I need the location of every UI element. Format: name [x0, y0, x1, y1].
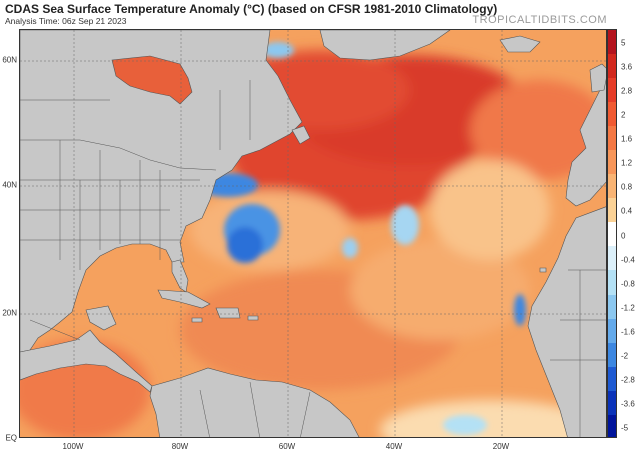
map-canvas [20, 30, 606, 437]
puerto-rico [247, 315, 259, 321]
colorbar-tick-label: 0 [621, 231, 626, 240]
colorbar [607, 29, 617, 438]
colorbar-tick-label: -5 [621, 423, 629, 433]
map-title: CDAS Sea Surface Temperature Anomaly (°C… [5, 2, 498, 16]
africa [527, 206, 606, 437]
colorbar-segment [608, 30, 616, 55]
colorbar-segment [608, 390, 616, 415]
colorbar-tick-label: 2 [621, 110, 626, 120]
colorbar-tick-label: 2.8 [621, 86, 633, 96]
colorbar-tick-label: 0.4 [621, 206, 633, 216]
lon-label-60w: 60W [278, 442, 296, 451]
colorbar-segment [608, 126, 616, 151]
lat-label-eq: EQ [5, 433, 17, 443]
colorbar-tick-label: -0.4 [621, 255, 635, 265]
hudson-bay [111, 55, 193, 105]
lon-label-20w: 20W [492, 442, 510, 451]
colorbar-tick-label: 5 [621, 38, 626, 48]
newfoundland [291, 125, 311, 145]
colorbar-segment [608, 414, 616, 437]
colorbar-segment [608, 318, 616, 343]
south-america [149, 367, 360, 437]
lon-label-80w: 80W [171, 442, 189, 451]
sst-anomaly-map [19, 29, 607, 438]
colorbar-tick-label: -3.6 [621, 399, 635, 409]
colorbar-segment [608, 246, 616, 271]
jamaica [191, 317, 203, 323]
colorbar-tick-label: -2 [621, 351, 629, 361]
colorbar-tick-label: 3.6 [621, 62, 633, 72]
colorbar-segment [608, 222, 616, 247]
colorbar-tick-label: -1.6 [621, 327, 635, 337]
lat-label-60n: 60N [2, 55, 17, 65]
colorbar-tick-label: 1.2 [621, 158, 633, 168]
yucatan [85, 305, 117, 331]
colorbar-segment [608, 366, 616, 391]
colorbar-segment [608, 270, 616, 295]
british-isles [589, 63, 606, 93]
colorbar-segment [608, 78, 616, 103]
colorbar-tick-label: 1.6 [621, 134, 633, 144]
iceland [499, 35, 541, 53]
colorbar-segment [608, 342, 616, 367]
lat-label-20n: 20N [2, 308, 17, 318]
colorbar-tick-label: -2.8 [621, 375, 635, 385]
cuba [157, 289, 211, 309]
political-borders [20, 80, 606, 437]
colorbar-segment [608, 102, 616, 127]
graticule [20, 30, 606, 437]
europe [565, 74, 606, 207]
analysis-time: Analysis Time: 06z Sep 21 2023 [5, 16, 127, 26]
canary-islands [539, 267, 547, 273]
colorbar-segment [608, 198, 616, 223]
north-america [20, 30, 303, 353]
land-masses [20, 30, 606, 437]
colorbar-segment [608, 150, 616, 175]
lon-label-40w: 40W [385, 442, 403, 451]
colorbar-segment [608, 174, 616, 199]
colorbar-tick-label: -0.8 [621, 279, 635, 289]
source-credit: TROPICALTIDBITS.COM [472, 14, 607, 26]
central-america [20, 329, 153, 393]
colorbar-segment [608, 294, 616, 319]
hispaniola [215, 307, 241, 319]
lat-label-40n: 40N [2, 180, 17, 190]
greenland [319, 30, 451, 61]
colorbar-tick-label: -1.2 [621, 303, 635, 313]
colorbar-segment [608, 54, 616, 79]
lon-label-100w: 100W [62, 442, 84, 451]
colorbar-tick-label: 0.8 [621, 182, 633, 192]
